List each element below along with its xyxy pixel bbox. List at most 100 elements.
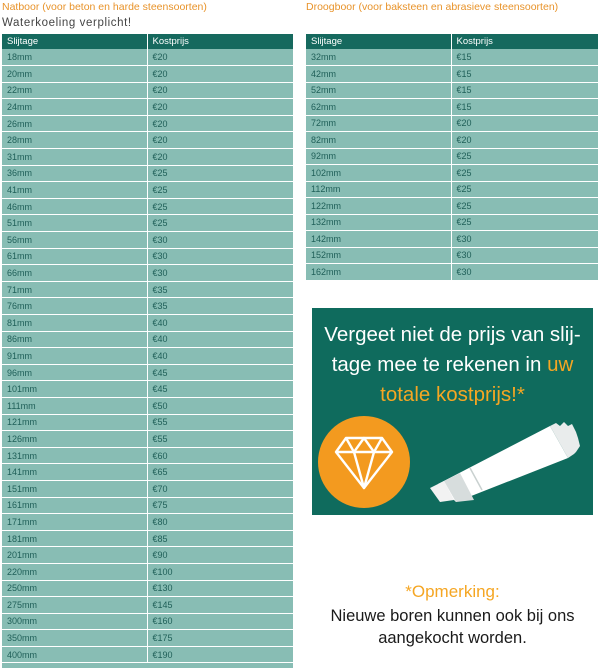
slijtage-cell: 31mm [2, 148, 148, 166]
table-row: 350mm €175 [2, 629, 293, 647]
slijtage-cell: 24mm [2, 98, 148, 116]
droogboor-heading: Droogboor (voor baksteen en abrasieve st… [306, 1, 559, 13]
kostprijs-cell: €25 [147, 214, 293, 233]
table-row: 91mm €40 [2, 347, 293, 365]
table-row: 112mm €25 [306, 181, 598, 198]
kostprijs-cell: €65 [147, 463, 293, 481]
table-row: 152mm €30 [306, 247, 598, 264]
natboor-price-table: Slijtage Kostprijs 18mm €20 20mm €20 22mm €20… [2, 34, 293, 664]
table-row: 132mm €25 [306, 214, 598, 231]
kostprijs-cell: €90 [147, 546, 293, 564]
kostprijs-cell: €45 [147, 364, 293, 382]
diamond-badge [318, 416, 410, 508]
kostprijs-cell: €20 [451, 115, 598, 132]
kostprijs-cell: €80 [147, 513, 293, 531]
slijtage-cell: 101mm [2, 380, 148, 398]
table-row: 26mm €20 [2, 115, 293, 133]
table-row: 51mm €25 [2, 214, 293, 233]
table-row: 32mm €15 [306, 49, 598, 66]
kostprijs-cell: €40 [147, 347, 293, 365]
table-row: 250mm €130 [2, 580, 293, 598]
slijtage-cell: 201mm [2, 546, 148, 564]
table-row: 92mm €25 [306, 148, 598, 165]
slijtage-cell: 141mm [2, 463, 148, 481]
slijtage-cell: 72mm [306, 115, 452, 132]
note-line-1: Nieuwe boren kunnen ook bij ons [330, 607, 575, 625]
kostprijs-cell: €20 [147, 65, 293, 83]
kostprijs-cell: €70 [147, 480, 293, 498]
kostprijs-cell: €30 [147, 248, 293, 266]
table-row: 101mm €45 [2, 380, 293, 398]
diamond-icon [334, 436, 394, 490]
table-row: 41mm €25 [2, 181, 293, 199]
slijtage-cell: 400mm [2, 646, 148, 664]
slijtage-cell: 82mm [306, 131, 452, 149]
kostprijs-cell: €25 [147, 165, 293, 183]
slijtage-cell: 62mm [306, 98, 452, 116]
slijtage-cell: 102mm [306, 164, 452, 182]
slijtage-cell: 181mm [2, 530, 148, 548]
table-row: 131mm €60 [2, 447, 293, 465]
promo-text: Vergeet niet de prijs van slij- tage mee… [312, 320, 593, 410]
kostprijs-cell: €30 [451, 230, 598, 248]
kostprijs-cell: €130 [147, 580, 293, 598]
table-row: 111mm €50 [2, 397, 293, 415]
core-drill-icon [430, 422, 580, 502]
kostprijs-cell: €25 [147, 198, 293, 216]
table-row: 141mm €65 [2, 463, 293, 481]
table-row: 122mm €25 [306, 197, 598, 215]
table-row: 24mm €20 [2, 98, 293, 116]
kostprijs-cell: €190 [147, 646, 293, 664]
kostprijs-cell: €20 [147, 115, 293, 133]
kostprijs-cell: €50 [147, 397, 293, 415]
kostprijs-cell: €20 [147, 98, 293, 116]
kostprijs-cell: €75 [147, 497, 293, 515]
column-header-kostprijs: Kostprijs [147, 34, 293, 49]
slijtage-cell: 56mm [2, 231, 148, 249]
kostprijs-cell: €175 [147, 629, 293, 647]
slijtage-cell: 26mm [2, 115, 148, 133]
slijtage-cell: 36mm [2, 165, 148, 183]
table-row: 71mm €35 [2, 281, 293, 299]
kostprijs-cell: €25 [451, 164, 598, 182]
note-line-2: aangekocht worden. [378, 629, 527, 647]
waterkoeling-notice: Waterkoeling verplicht! [2, 17, 132, 29]
table-row: 72mm €20 [306, 115, 598, 132]
slijtage-cell: 152mm [306, 247, 452, 264]
kostprijs-cell: €15 [451, 98, 598, 116]
table-row: 201mm €90 [2, 546, 293, 564]
slijtage-cell: 61mm [2, 248, 148, 266]
table-row: 20mm €20 [2, 65, 293, 83]
slijtage-cell: 161mm [2, 497, 148, 515]
slijtage-cell: 28mm [2, 131, 148, 150]
column-header-slijtage: Slijtage [2, 34, 148, 49]
slijtage-cell: 52mm [306, 82, 452, 99]
kostprijs-cell: €160 [147, 613, 293, 631]
column-header-kostprijs: Kostprijs [451, 34, 598, 49]
table-row: 28mm €20 [2, 131, 293, 150]
table-row: 22mm €20 [2, 82, 293, 100]
kostprijs-cell: €60 [147, 447, 293, 465]
kostprijs-cell: €30 [147, 264, 293, 282]
table-row: 126mm €55 [2, 430, 293, 448]
slijtage-cell: 122mm [306, 197, 452, 215]
slijtage-cell: 22mm [2, 82, 148, 100]
table-row: 76mm €35 [2, 297, 293, 315]
slijtage-cell: 86mm [2, 331, 148, 349]
kostprijs-cell: €85 [147, 530, 293, 548]
promo-line-2-accent: uw [547, 353, 574, 376]
slijtage-cell: 32mm [306, 49, 452, 66]
note-title: *Opmerking: [405, 582, 500, 601]
table-row: 275mm €145 [2, 596, 293, 614]
table-row: 181mm €85 [2, 530, 293, 548]
promo-line-2-text: tage mee te rekenen in [331, 353, 548, 376]
slijtage-cell: 121mm [2, 414, 148, 432]
column-header-slijtage: Slijtage [306, 34, 452, 49]
slijtage-cell: 111mm [2, 397, 148, 415]
table-bottom-bar [2, 663, 293, 668]
slijtage-cell: 142mm [306, 230, 452, 248]
table-row: 81mm €40 [2, 314, 293, 332]
kostprijs-cell: €20 [147, 148, 293, 166]
kostprijs-cell: €25 [451, 181, 598, 198]
slijtage-cell: 76mm [2, 297, 148, 315]
